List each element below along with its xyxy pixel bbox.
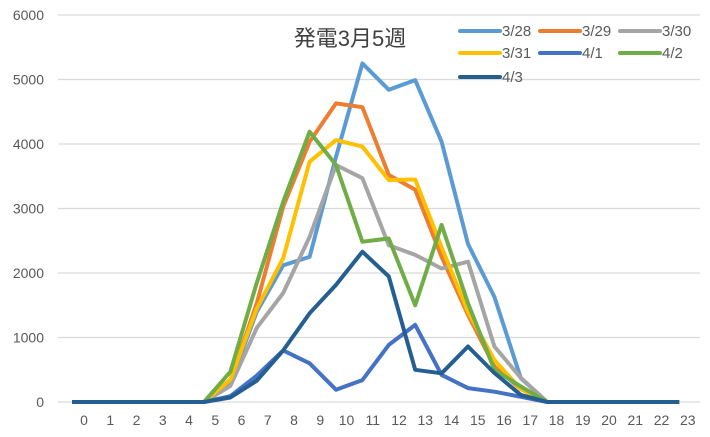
y-tick-label: 0 xyxy=(36,394,44,410)
chart-title: 発電3月5週 xyxy=(294,26,406,51)
y-tick-label: 5000 xyxy=(13,72,44,88)
x-tick-label: 17 xyxy=(522,412,538,428)
series-line-4-1 xyxy=(72,322,680,404)
gridlines xyxy=(58,14,700,403)
x-tick-label: 21 xyxy=(627,412,643,428)
series-line-3-29 xyxy=(72,101,680,404)
x-tick-label: 23 xyxy=(680,412,696,428)
legend-item: 4/3 xyxy=(458,69,523,86)
legend-item: 4/1 xyxy=(538,45,603,62)
x-tick-label: 19 xyxy=(575,412,591,428)
series-line-4-3 xyxy=(72,249,680,404)
x-axis-ticks: 0 1 2 3 4 5 6 7 8 9 10 11 12 13 14 15 16 17 18 19 20 21 22 23 xyxy=(80,412,696,428)
x-tick-label: 3 xyxy=(159,412,167,428)
x-tick-label: 15 xyxy=(470,412,486,428)
legend-label: 4/3 xyxy=(502,69,523,86)
legend-item: 3/30 xyxy=(618,23,691,40)
legend-item: 3/28 xyxy=(458,23,531,40)
legend-item: 4/2 xyxy=(618,45,683,62)
x-tick-label: 11 xyxy=(365,412,380,428)
x-tick-label: 9 xyxy=(316,412,324,428)
legend-item: 3/29 xyxy=(538,23,611,40)
x-tick-label: 2 xyxy=(133,412,141,428)
legend-item: 3/31 xyxy=(458,45,531,62)
x-tick-label: 10 xyxy=(339,412,355,428)
x-tick-label: 8 xyxy=(290,412,298,428)
x-tick-label: 0 xyxy=(80,412,88,428)
legend-label: 4/1 xyxy=(582,45,603,62)
series-lines xyxy=(72,61,680,404)
x-tick-label: 6 xyxy=(238,412,246,428)
x-tick-label: 13 xyxy=(417,412,433,428)
x-tick-label: 12 xyxy=(391,412,407,428)
legend: 3/28 3/29 3/30 3/31 4/1 4/2 4/3 xyxy=(458,23,691,86)
x-tick-label: 18 xyxy=(549,412,565,428)
series-line-3-28 xyxy=(72,61,680,404)
x-tick-label: 4 xyxy=(185,412,193,428)
x-tick-label: 20 xyxy=(601,412,617,428)
legend-label: 3/28 xyxy=(502,23,531,40)
x-tick-label: 16 xyxy=(496,412,512,428)
y-tick-label: 2000 xyxy=(13,265,44,281)
y-axis-ticks: 0 1000 2000 3000 4000 5000 6000 xyxy=(13,7,44,410)
legend-label: 3/29 xyxy=(582,23,611,40)
y-tick-label: 6000 xyxy=(13,7,44,23)
y-tick-label: 1000 xyxy=(13,330,44,346)
legend-label: 3/31 xyxy=(502,45,531,62)
x-tick-label: 22 xyxy=(654,412,670,428)
y-tick-label: 4000 xyxy=(13,136,44,152)
series-line-3-30 xyxy=(72,163,680,404)
x-tick-label: 7 xyxy=(264,412,272,428)
x-tick-label: 5 xyxy=(211,412,219,428)
y-tick-label: 3000 xyxy=(13,201,44,217)
legend-label: 4/2 xyxy=(662,45,683,62)
x-tick-label: 1 xyxy=(106,412,114,428)
x-tick-label: 14 xyxy=(444,412,460,428)
legend-label: 3/30 xyxy=(662,23,691,40)
